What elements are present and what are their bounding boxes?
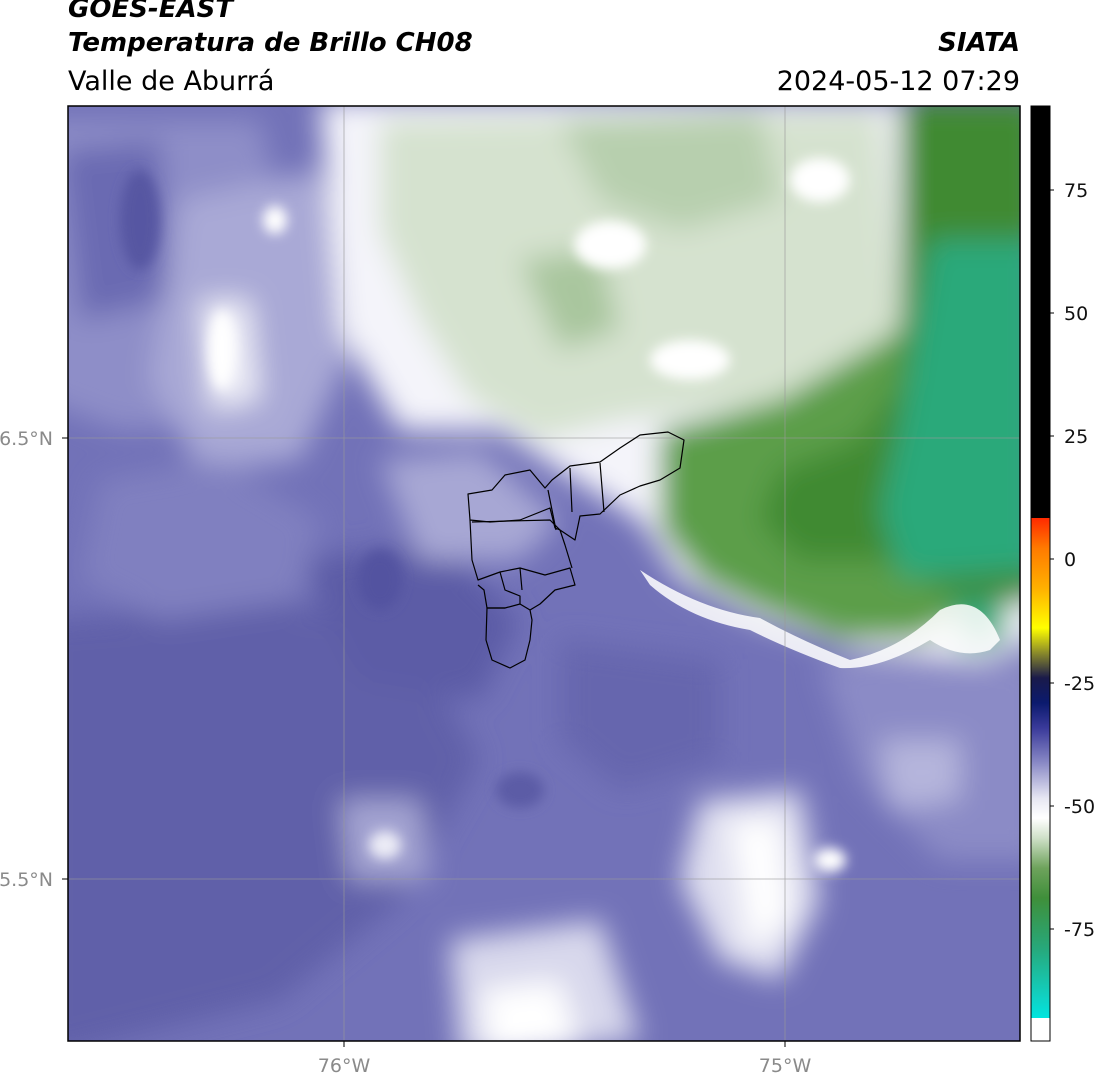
boundary-south-internal bbox=[487, 567, 523, 609]
map-frame bbox=[67, 105, 1021, 1042]
boundary-north-internal bbox=[547, 462, 605, 531]
lat-label-6-5: 6.5°N bbox=[0, 428, 53, 450]
cloud-edge-band bbox=[640, 570, 1000, 669]
detail-blobs bbox=[120, 158, 850, 872]
datetime-label: 2024-05-12 07:29 bbox=[776, 66, 1020, 97]
lon-label-76w: 76°W bbox=[318, 1055, 371, 1077]
municipal-boundaries bbox=[467, 431, 685, 669]
region-subtitle: Valle de Aburrá bbox=[68, 66, 275, 97]
boundary-south bbox=[485, 607, 533, 669]
graticule bbox=[68, 106, 1020, 1041]
colorbar-tick-0: 0 bbox=[1064, 549, 1076, 571]
colorbar-tick-minus-25: -25 bbox=[1064, 673, 1094, 695]
boundary-center-upper bbox=[471, 519, 573, 569]
colorbar-tick-minus-75: -75 bbox=[1064, 919, 1094, 941]
colorbar-tick-25: 25 bbox=[1064, 426, 1088, 448]
colorbar-tick-minus-50: -50 bbox=[1064, 796, 1094, 818]
colorbar: 75 50 25 0 -25 -50 -75 bbox=[1030, 105, 1094, 1042]
lon-ticks bbox=[343, 1041, 786, 1047]
colorbar-ticks bbox=[1050, 189, 1054, 930]
lat-label-5-5: 5.5°N bbox=[0, 869, 53, 891]
colorbar-black-segment bbox=[1031, 106, 1050, 518]
temperature-blobs bbox=[68, 106, 1020, 1041]
lat-ticks bbox=[62, 437, 68, 880]
colorbar-white-segment bbox=[1031, 1018, 1050, 1041]
colorbar-frame bbox=[1030, 105, 1051, 1042]
boundary-north bbox=[467, 431, 685, 541]
lon-label-75w: 75°W bbox=[759, 1055, 812, 1077]
colorbar-tick-75: 75 bbox=[1064, 180, 1088, 202]
colorbar-tick-50: 50 bbox=[1064, 303, 1088, 325]
product-title: Temperatura de Brillo CH08 bbox=[68, 28, 473, 58]
satellite-title: GOES-EAST bbox=[68, 0, 234, 24]
colorbar-gradient bbox=[1031, 518, 1050, 1018]
agency-title: SIATA bbox=[938, 28, 1020, 58]
map-field bbox=[68, 106, 1020, 1041]
